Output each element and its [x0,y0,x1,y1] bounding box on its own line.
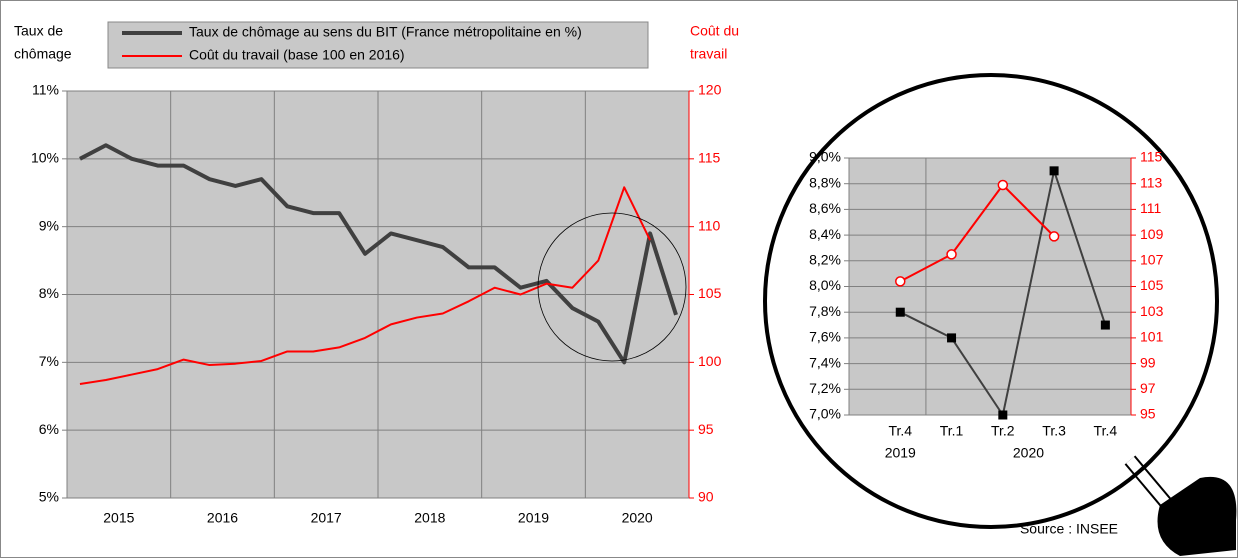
y-tick-label: 9% [39,217,59,233]
marker [895,276,906,287]
x-tick-label: Tr.3 [1042,423,1066,439]
series-line [79,186,652,386]
y-tick-label: 7,6% [809,329,841,345]
y2-tick-label: 120 [698,82,722,98]
x-tick-label: 2015 [103,510,134,526]
zoom-circle [537,212,687,362]
marker [1048,231,1060,242]
x-group-label: 2019 [885,445,916,461]
y2-tick-label: 100 [698,353,722,369]
y2-axis-title: Coût du [690,23,739,39]
y-tick-label: 7,8% [809,303,841,319]
series-line [79,143,678,365]
y-tick-label: 10% [31,150,59,166]
marker [1049,166,1059,176]
x-tick-label: 2019 [518,510,549,526]
y-tick-label: 8,8% [809,174,841,190]
y-tick-label: 8,0% [809,277,841,293]
x-tick-label: 2018 [414,510,445,526]
y-tick-label: 7,2% [809,380,841,396]
marker [1100,320,1110,330]
y2-tick-label: 95 [1140,406,1156,422]
y2-tick-label: 103 [1140,303,1164,319]
y-tick-label: 11% [32,82,59,98]
magnifier-lens [763,73,1219,529]
y2-tick-label: 99 [1140,354,1156,370]
y-tick-label: 7,4% [809,354,841,370]
y-tick-label: 8,2% [809,252,841,268]
legend-label: Taux de chômage au sens du BIT (France m… [189,24,582,40]
y-tick-label: 6% [39,421,59,437]
y-tick-label: 8% [39,285,59,301]
y2-axis-title: travail [690,46,727,62]
marker [946,249,957,260]
y-tick-label: 8,4% [809,226,841,242]
y-tick-label: 5% [39,489,59,505]
y2-tick-label: 109 [1140,226,1164,242]
y2-tick-label: 113 [1140,174,1163,190]
y2-tick-label: 105 [1140,277,1164,293]
x-group-label: 2020 [1013,445,1044,461]
x-tick-label: 2017 [311,510,342,526]
y2-tick-label: 97 [1140,380,1156,396]
y2-tick-label: 111 [1140,200,1161,216]
y2-tick-label: 101 [1140,329,1164,345]
y2-tick-label: 90 [698,489,714,505]
y-tick-label: 9,0% [809,149,841,165]
legend-box [107,21,649,69]
marker [997,179,1009,191]
marker [998,410,1008,420]
legend-label: Coût du travail (base 100 en 2016) [189,47,405,63]
x-tick-label: 2016 [207,510,238,526]
y2-tick-label: 110 [698,217,721,233]
y-axis-title: Taux de [14,23,63,39]
x-tick-label: Tr.1 [940,423,964,439]
y-tick-label: 7% [39,353,59,369]
y2-tick-label: 95 [698,421,714,437]
y-tick-label: 7,0% [809,406,841,422]
x-tick-label: 2020 [622,510,653,526]
x-tick-label: Tr.4 [1094,423,1118,439]
marker [895,307,905,317]
marker [947,333,957,343]
y2-tick-label: 115 [698,150,721,166]
y2-tick-label: 107 [1140,252,1164,268]
series-line [899,183,1055,283]
y2-tick-label: 105 [698,285,722,301]
y2-tick-label: 115 [1140,149,1163,165]
x-tick-label: Tr.4 [888,423,912,439]
y-axis-title: chômage [14,46,72,62]
magnifier-handle [1157,476,1237,556]
y-tick-label: 8,6% [809,200,841,216]
source: Source : INSEE [1020,521,1118,537]
x-tick-label: Tr.2 [991,423,1015,439]
